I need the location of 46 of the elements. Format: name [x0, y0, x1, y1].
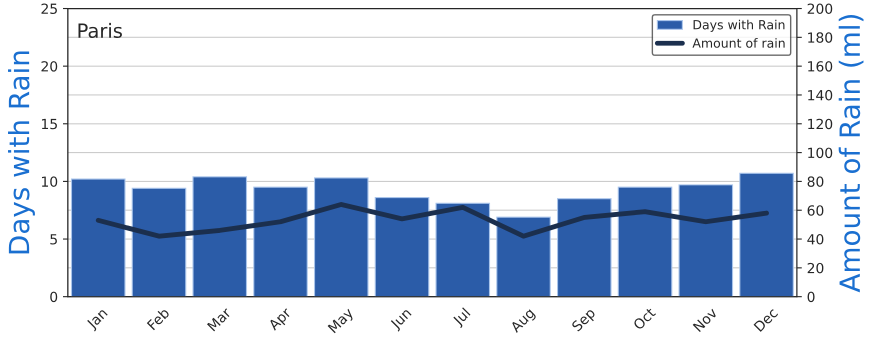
- y2-tick-label: 180: [808, 32, 832, 43]
- bar: [618, 186, 672, 297]
- y2-axis-title: Amount of Rain (ml): [838, 15, 864, 292]
- y2-tick-label: 40: [807, 234, 824, 245]
- line-series: [96, 202, 769, 239]
- x-tick-label: Sep: [571, 307, 598, 334]
- y2-tick-label: 120: [808, 118, 832, 130]
- y-tick-label: 0: [50, 292, 58, 302]
- y2-tick-label: 200: [808, 3, 832, 14]
- x-tick-label: Dec: [754, 307, 778, 332]
- bar: [374, 196, 430, 297]
- legend-label: Days with Rain: [694, 20, 784, 32]
- bar: [253, 186, 308, 297]
- bar: [435, 202, 490, 297]
- bar: [314, 177, 369, 297]
- x-tick-label: Feb: [146, 306, 170, 330]
- y-tick-label: 20: [41, 61, 58, 72]
- y-tick-label: 10: [42, 176, 58, 187]
- x-tick-label: Mar: [206, 306, 232, 332]
- y2-tick-label: 100: [808, 148, 832, 158]
- y2-tick-label: 80: [808, 176, 824, 187]
- y2-tick-label: 0: [808, 292, 815, 302]
- bar: [132, 188, 186, 297]
- x-tick-label: Nov: [692, 306, 718, 332]
- y-tick-label: 15: [42, 118, 57, 130]
- x-tick-label: Jun: [389, 308, 414, 332]
- y2-tick-label: 160: [808, 61, 832, 72]
- y-axis-title: Days with Rain: [8, 51, 35, 254]
- y-tick-label: 5: [50, 234, 57, 245]
- bar: [496, 216, 551, 297]
- legend-label: Amount of rain: [692, 38, 785, 48]
- y-tick-label: 25: [41, 3, 57, 14]
- x-tick-label: Aug: [510, 308, 537, 335]
- x-tick-label: Apr: [268, 306, 294, 333]
- y2-tick-label: 20: [808, 262, 824, 274]
- x-tick-label: Oct: [632, 306, 656, 330]
- y2-tick-label: 60: [808, 205, 824, 216]
- bar: [556, 198, 612, 297]
- bar: [192, 176, 248, 297]
- bar: [739, 172, 794, 297]
- bar: [70, 178, 126, 297]
- x-tick-label: Jul: [452, 307, 472, 328]
- text: Paris: [78, 22, 122, 38]
- y2-tick-label: 140: [808, 90, 832, 100]
- bar: [678, 184, 734, 297]
- x-tick-label: Jan: [86, 308, 110, 332]
